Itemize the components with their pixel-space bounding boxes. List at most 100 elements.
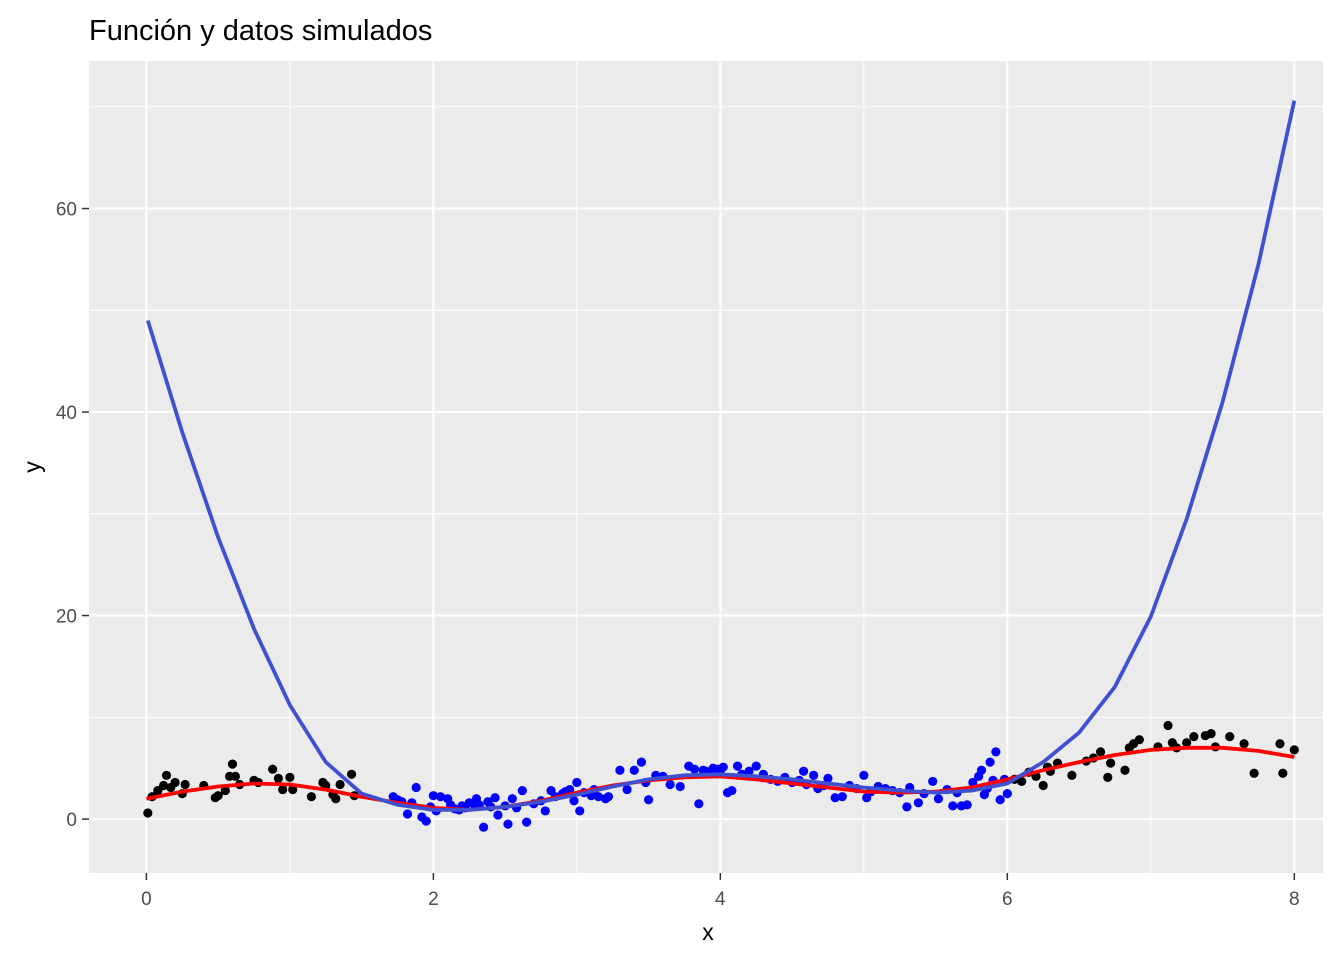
chart-title: Función y datos simulados <box>89 15 432 47</box>
data-point <box>522 817 532 827</box>
data-point <box>823 773 833 783</box>
data-point <box>675 781 685 792</box>
data-point <box>1278 768 1288 778</box>
data-point <box>830 793 840 803</box>
data-point <box>798 766 809 776</box>
data-point <box>1189 732 1199 742</box>
x-tick-label: 6 <box>1002 889 1013 910</box>
data-point <box>629 765 639 775</box>
data-point <box>991 747 1001 757</box>
data-point <box>517 785 527 796</box>
data-point <box>985 757 995 767</box>
data-point <box>143 808 153 818</box>
data-point <box>421 816 431 826</box>
data-point <box>1103 772 1113 782</box>
data-point <box>718 762 728 772</box>
data-point <box>1249 768 1259 778</box>
data-point <box>569 796 579 806</box>
data-point <box>928 776 938 787</box>
data-point <box>593 792 603 802</box>
data-point <box>230 771 240 781</box>
data-point <box>572 777 582 788</box>
data-point <box>288 784 298 795</box>
y-tick-label: 60 <box>56 200 77 221</box>
x-axis: 0 2 4 6 8 <box>141 873 1300 910</box>
data-point <box>402 809 413 819</box>
data-point <box>1002 789 1012 799</box>
data-point <box>1017 776 1027 787</box>
data-point <box>161 770 172 780</box>
data-point <box>428 791 438 801</box>
data-point <box>1289 745 1299 755</box>
data-point <box>493 810 503 820</box>
data-point <box>159 780 169 791</box>
data-point <box>615 765 625 775</box>
data-point <box>913 798 923 808</box>
data-point <box>306 792 317 802</box>
data-point <box>859 770 869 780</box>
data-point <box>435 792 446 802</box>
y-tick-label: 20 <box>56 607 77 628</box>
data-point <box>636 757 647 767</box>
data-point <box>490 793 500 803</box>
data-point <box>1206 728 1216 739</box>
data-point <box>507 794 517 804</box>
data-point <box>411 782 421 793</box>
data-point <box>1275 739 1285 749</box>
data-point <box>809 770 819 780</box>
series-layer <box>143 100 1299 832</box>
data-point <box>1163 720 1173 731</box>
data-point <box>285 772 295 782</box>
y-tick-label: 40 <box>56 403 77 424</box>
data-point <box>1106 758 1116 768</box>
data-point <box>976 765 987 775</box>
data-point <box>273 773 284 783</box>
x-axis-title: x <box>702 919 714 945</box>
data-point <box>335 779 345 790</box>
data-point <box>331 794 341 804</box>
data-point <box>751 761 761 771</box>
y-tick-label: 0 <box>66 810 77 831</box>
data-point <box>1225 732 1235 742</box>
data-point <box>902 802 912 812</box>
data-point <box>1095 747 1106 757</box>
minor-gridlines <box>89 61 1323 873</box>
data-point <box>220 785 230 796</box>
data-point <box>170 777 180 788</box>
data-point <box>744 766 754 776</box>
data-point <box>1038 780 1048 791</box>
y-axis-title: y <box>19 461 45 473</box>
data-point <box>268 764 278 774</box>
data-point <box>213 791 223 801</box>
line-series-2 <box>146 745 1295 812</box>
data-point <box>995 795 1005 805</box>
data-point <box>1120 765 1130 775</box>
data-point <box>180 779 190 790</box>
data-point <box>1134 735 1144 745</box>
data-point <box>962 800 972 810</box>
x-tick-label: 0 <box>141 889 152 910</box>
data-point <box>227 759 238 769</box>
data-point <box>575 806 585 816</box>
x-tick-label: 2 <box>428 889 439 910</box>
data-point <box>278 784 288 795</box>
data-point <box>948 801 958 811</box>
data-point <box>478 822 489 832</box>
data-point <box>346 769 357 779</box>
major-gridlines <box>89 61 1323 873</box>
plot-panel <box>89 61 1323 873</box>
y-axis: 0 20 40 60 <box>56 200 89 831</box>
data-point <box>603 792 614 802</box>
x-tick-label: 4 <box>715 889 726 910</box>
data-point <box>1067 770 1077 780</box>
x-tick-label: 8 <box>1289 889 1300 910</box>
data-point <box>732 761 743 771</box>
line-series-3 <box>145 100 1297 812</box>
data-point <box>540 806 550 816</box>
data-point <box>622 784 632 795</box>
data-point <box>933 794 944 804</box>
data-point <box>1182 738 1192 748</box>
data-point <box>1239 739 1249 749</box>
data-point <box>644 795 654 805</box>
